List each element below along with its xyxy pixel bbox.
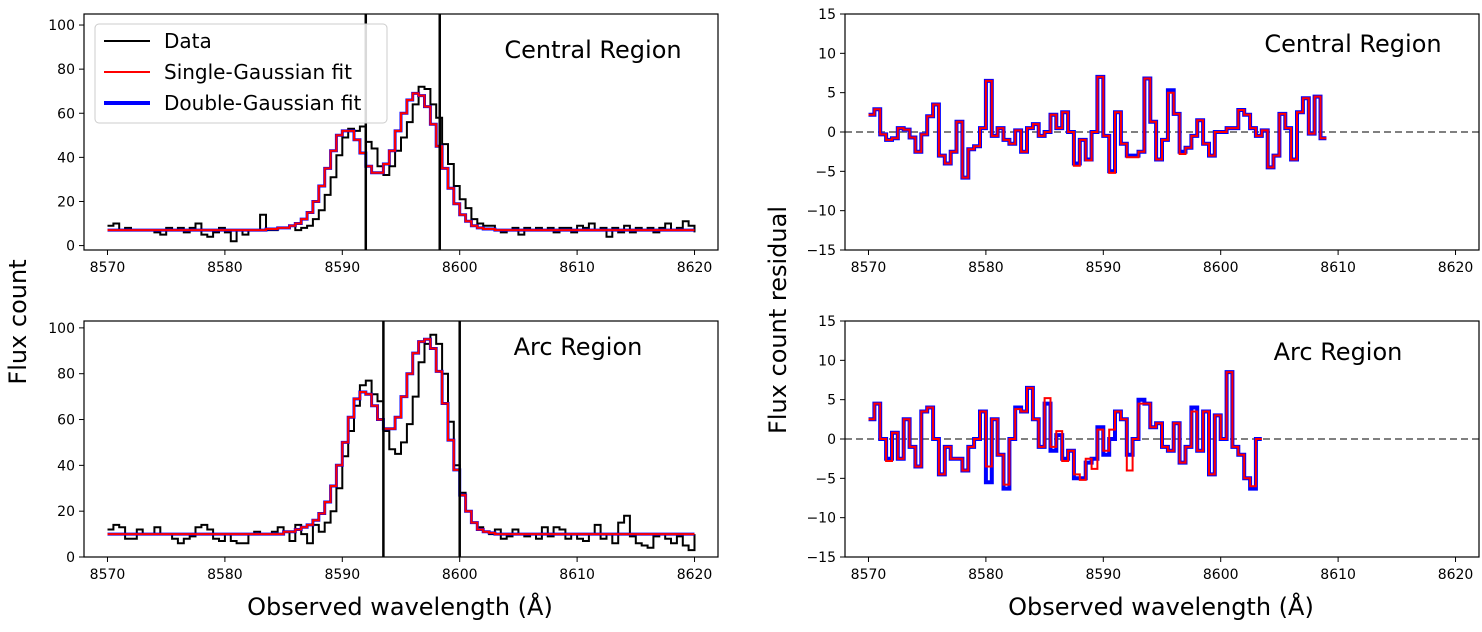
central-region-label-left: Central Region xyxy=(504,36,681,64)
arc-region-flux-x-tick-label: 8590 xyxy=(324,567,360,583)
arc-region-residual-x-tick-label: 8610 xyxy=(1320,567,1356,583)
central-region-flux-x-tick-label: 8580 xyxy=(207,260,243,276)
arc-region-residual-x-tick-label: 8620 xyxy=(1438,567,1474,583)
arc-region-residual-x-tick-label: 8590 xyxy=(1085,567,1121,583)
central-region-residual-y-tick-label: 5 xyxy=(827,86,836,102)
arc-region-flux-data-line xyxy=(107,333,696,552)
left-y-axis-label: Flux count xyxy=(4,259,32,384)
central-region-residual-y-tick-label: −5 xyxy=(815,164,836,180)
central-region-residual-y-tick-label: −10 xyxy=(806,204,836,220)
central-region-flux-y-tick-label: 80 xyxy=(57,62,75,78)
central-region-flux-x-tick-label: 8570 xyxy=(90,260,126,276)
arc-region-residual-y-tick-label: 5 xyxy=(827,393,836,409)
arc-region-flux-y-tick-label: 80 xyxy=(57,367,75,383)
central-region-residual-y-tick-label: 10 xyxy=(818,46,836,62)
central-region-residual-x-tick-label: 8590 xyxy=(1085,260,1121,276)
arc-region-residual-single-gaussian-line xyxy=(868,371,1262,488)
arc-region-residual-x-tick-label: 8570 xyxy=(851,567,887,583)
arc-region-residual-y-tick-label: −5 xyxy=(815,471,836,487)
central-region-residual-x-tick-label: 8570 xyxy=(851,260,887,276)
central-region-flux-x-tick-label: 8620 xyxy=(677,260,713,276)
central-region-flux-y-tick-label: 20 xyxy=(57,194,75,210)
arc-region-residual-y-tick-label: 10 xyxy=(818,353,836,369)
central-region-flux-data-line xyxy=(107,85,696,243)
central-region-flux-y-tick-label: 40 xyxy=(57,150,75,166)
central-region-flux-y-tick-label: 60 xyxy=(57,106,75,122)
arc-region-residual-panel: 8570 8580 8590 8600 8610 8620 −15 −10 −5 0 5 10 15 xyxy=(806,314,1480,583)
arc-region-flux-x-tick-label: 8580 xyxy=(207,567,243,583)
central-region-flux-y-tick-label: 100 xyxy=(48,18,75,34)
arc-region-flux-x-tick-label: 8610 xyxy=(559,567,595,583)
central-region-residual-single-gaussian-line xyxy=(868,75,1327,179)
central-region-residual-plot-area xyxy=(845,74,1479,180)
right-x-axis-label: Observed wavelength (Å) xyxy=(1008,592,1314,621)
legend-label-double: Double-Gaussian fit xyxy=(164,91,362,115)
legend-box xyxy=(94,23,388,124)
arc-region-flux-panel: 8570 8580 8590 8600 8610 8620 0 20 40 60 80 100 xyxy=(48,320,719,583)
arc-region-residual-plot-area xyxy=(845,370,1479,491)
arc-region-residual-y-tick-label: −10 xyxy=(806,511,836,527)
arc-region-label-left: Arc Region xyxy=(514,333,643,361)
arc-region-flux-x-tick-label: 8570 xyxy=(90,567,126,583)
central-region-flux-panel: 8570 8580 8590 8600 8610 8620 0 20 40 60 80 100 xyxy=(48,13,719,276)
central-region-residual-y-tick-label: −15 xyxy=(806,243,836,259)
central-region-flux-frame xyxy=(83,13,719,251)
central-region-residual-panel: 8570 8580 8590 8600 8610 8620 −15 −10 −5 0 5 10 15 xyxy=(806,7,1480,276)
arc-region-residual-y-tick-label: −15 xyxy=(806,550,836,566)
central-region-label-right: Central Region xyxy=(1264,30,1441,58)
central-region-residual-y-tick-label: 15 xyxy=(818,7,836,23)
arc-region-flux-plot-area xyxy=(107,321,696,557)
arc-region-flux-single-gaussian-line xyxy=(107,338,695,536)
central-region-flux-single-gaussian-line xyxy=(107,92,695,232)
arc-region-flux-x-tick-label: 8600 xyxy=(442,567,478,583)
left-x-axis-label: Observed wavelength (Å) xyxy=(247,592,553,621)
arc-region-label-right: Arc Region xyxy=(1274,338,1403,366)
central-region-residual-x-tick-label: 8610 xyxy=(1320,260,1356,276)
arc-region-flux-y-tick-label: 60 xyxy=(57,413,75,429)
central-region-residual-x-tick-label: 8600 xyxy=(1203,260,1239,276)
arc-region-flux-y-tick-label: 40 xyxy=(57,458,75,474)
legend-label-single: Single-Gaussian fit xyxy=(164,60,352,84)
arc-region-residual-x-tick-label: 8600 xyxy=(1203,567,1239,583)
arc-region-flux-y-tick-label: 0 xyxy=(66,550,75,566)
arc-region-flux-y-tick-label: 100 xyxy=(48,321,75,337)
arc-region-residual-y-tick-label: 15 xyxy=(818,314,836,330)
central-region-flux-x-tick-label: 8590 xyxy=(324,260,360,276)
right-y-axis-label: Flux count residual xyxy=(764,206,792,434)
central-region-residual-y-tick-label: 0 xyxy=(827,125,836,141)
arc-region-flux-frame xyxy=(83,320,719,558)
arc-region-residual-y-tick-label: 0 xyxy=(827,432,836,448)
arc-region-flux-x-tick-label: 8620 xyxy=(677,567,713,583)
legend-label-data: Data xyxy=(164,29,212,53)
legend: Data Single-Gaussian fit Double-Gaussian… xyxy=(94,23,388,124)
arc-region-flux-double-gaussian-line xyxy=(107,337,695,536)
central-region-flux-x-tick-label: 8610 xyxy=(559,260,595,276)
central-region-flux-x-tick-label: 8600 xyxy=(442,260,478,276)
central-region-flux-y-tick-label: 0 xyxy=(66,239,75,255)
central-region-residual-x-tick-label: 8580 xyxy=(968,260,1004,276)
central-region-residual-x-tick-label: 8620 xyxy=(1438,260,1474,276)
arc-region-flux-y-tick-label: 20 xyxy=(57,504,75,520)
arc-region-residual-x-tick-label: 8580 xyxy=(968,567,1004,583)
